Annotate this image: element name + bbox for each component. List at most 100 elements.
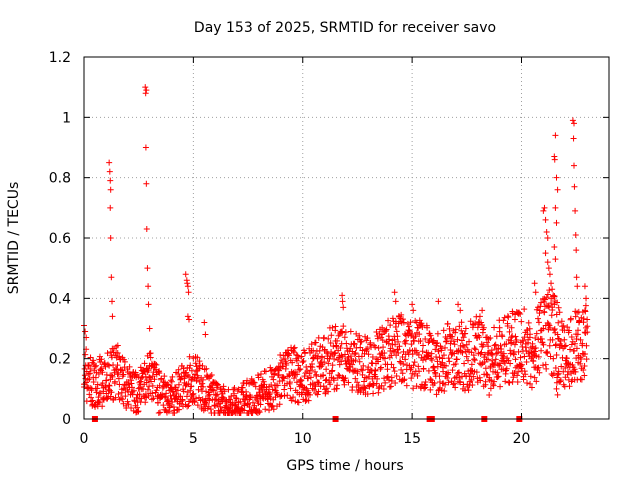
data-point xyxy=(286,379,293,386)
data-point xyxy=(380,344,387,351)
data-point xyxy=(571,183,578,190)
data-point xyxy=(321,359,328,366)
data-point xyxy=(428,350,435,357)
data-point xyxy=(340,304,347,311)
data-point xyxy=(274,382,281,389)
data-point xyxy=(195,386,202,393)
data-point xyxy=(131,398,138,405)
data-point xyxy=(547,324,554,331)
data-point xyxy=(461,360,468,367)
data-point xyxy=(410,385,417,392)
data-point xyxy=(428,356,435,363)
data-point xyxy=(446,358,453,365)
data-point xyxy=(94,385,101,392)
data-point xyxy=(421,385,428,392)
data-point xyxy=(557,377,564,384)
data-point xyxy=(397,315,404,322)
data-point xyxy=(191,399,198,406)
data-point xyxy=(506,379,513,386)
data-point xyxy=(186,353,193,360)
data-point xyxy=(220,383,227,390)
data-point xyxy=(552,256,559,263)
data-point xyxy=(120,371,127,378)
data-point xyxy=(293,379,300,386)
data-point xyxy=(526,325,533,332)
data-point xyxy=(277,393,284,400)
data-point xyxy=(329,367,336,374)
data-point xyxy=(379,331,386,338)
data-point xyxy=(178,373,185,380)
data-point xyxy=(290,394,297,401)
data-point xyxy=(507,347,514,354)
data-point xyxy=(126,370,133,377)
data-point xyxy=(99,369,106,376)
data-point xyxy=(427,386,434,393)
data-point xyxy=(333,342,340,349)
data-point xyxy=(488,377,495,384)
data-point xyxy=(97,358,104,365)
data-point xyxy=(137,378,144,385)
data-point xyxy=(356,358,363,365)
y-tick-label: 0.4 xyxy=(49,291,71,307)
data-point xyxy=(325,360,332,367)
data-point xyxy=(411,337,418,344)
data-point xyxy=(436,354,443,361)
data-point xyxy=(549,286,556,293)
data-point xyxy=(545,302,552,309)
data-point xyxy=(419,357,426,364)
data-point xyxy=(560,322,567,329)
data-point xyxy=(558,363,565,370)
data-point xyxy=(425,351,432,358)
data-point xyxy=(552,204,559,211)
data-point xyxy=(552,132,559,139)
data-point xyxy=(491,324,498,331)
data-point xyxy=(122,393,129,400)
data-point xyxy=(199,362,206,369)
data-point xyxy=(233,395,240,402)
data-point xyxy=(412,333,419,340)
data-point xyxy=(452,384,459,391)
data-point xyxy=(249,399,256,406)
data-point xyxy=(491,378,498,385)
data-point xyxy=(409,331,416,338)
data-point xyxy=(364,345,371,352)
data-point xyxy=(532,289,539,296)
data-point xyxy=(396,358,403,365)
data-point xyxy=(142,144,149,151)
data-point xyxy=(354,370,361,377)
data-point xyxy=(521,306,528,313)
data-point xyxy=(332,323,339,330)
data-point xyxy=(557,378,564,385)
data-point xyxy=(400,377,407,384)
data-point xyxy=(543,228,550,235)
data-point xyxy=(450,381,457,388)
data-point xyxy=(468,361,475,368)
data-point xyxy=(493,333,500,340)
data-point xyxy=(514,378,521,385)
data-point xyxy=(554,391,561,398)
data-point xyxy=(452,329,459,336)
data-point xyxy=(87,365,94,372)
data-point xyxy=(306,370,313,377)
data-point xyxy=(149,373,156,380)
data-point xyxy=(98,365,105,372)
data-point xyxy=(551,156,558,163)
data-point xyxy=(295,362,302,369)
data-point xyxy=(564,324,571,331)
data-point xyxy=(251,402,258,409)
data-point xyxy=(523,380,530,387)
data-point xyxy=(415,363,422,370)
data-point xyxy=(379,324,386,331)
data-point xyxy=(107,177,114,184)
data-point xyxy=(442,381,449,388)
data-point xyxy=(476,334,483,341)
data-point xyxy=(288,397,295,404)
data-point xyxy=(490,381,497,388)
data-point xyxy=(533,353,540,360)
data-point xyxy=(257,371,264,378)
data-point xyxy=(171,409,178,416)
data-point xyxy=(331,350,338,357)
data-point xyxy=(140,385,147,392)
data-point xyxy=(144,265,151,272)
data-point xyxy=(425,367,432,374)
